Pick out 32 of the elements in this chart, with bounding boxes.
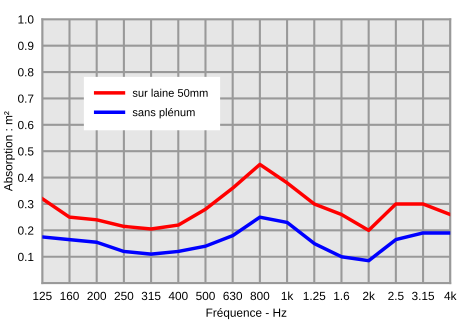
x-tick-label: 630 [223,292,242,300]
y-tick-label: 0.3 [18,200,34,208]
x-tick-label: 4k [444,291,457,300]
legend-label: sur laine 50mm [132,88,208,97]
x-tick-label: 2k [363,291,375,300]
legend-label: sans plénum [132,108,195,118]
y-tick-label: 0.4 [18,174,34,182]
x-tick-label: 3.15 [412,292,434,300]
x-tick-label: 160 [60,292,79,300]
x-tick-label: 400 [168,292,188,300]
line-series [42,215,450,262]
y-tick-label: 0.5 [18,147,34,156]
y-tick-label: 0.2 [18,226,34,235]
x-tick-label: 800 [250,292,270,300]
x-tick-label: 1.6 [334,292,350,300]
x-tick-label: 200 [87,292,106,300]
y-tick-label: 0.6 [18,120,34,130]
y-tick-label: 1.0 [18,15,34,24]
x-tick-label: 315 [142,292,160,300]
x-axis-title: Fréquence - Hz [206,308,286,320]
x-tick-label: 1k [282,291,294,300]
y-tick-label: 0.8 [18,68,34,76]
y-axis-title: Absorption : m² [4,111,15,192]
x-tick-label: 125 [33,292,52,300]
y-tick-label: 0.7 [18,94,34,103]
line-series [42,162,450,232]
x-tick-label: 250 [114,292,134,300]
x-tick-label: 2.5 [388,292,404,300]
x-tick-label: 1.25 [304,292,326,300]
y-tick-label: 0.9 [18,42,34,50]
y-tick-label: 0.1 [18,252,34,262]
x-tick-label: 500 [196,292,215,300]
